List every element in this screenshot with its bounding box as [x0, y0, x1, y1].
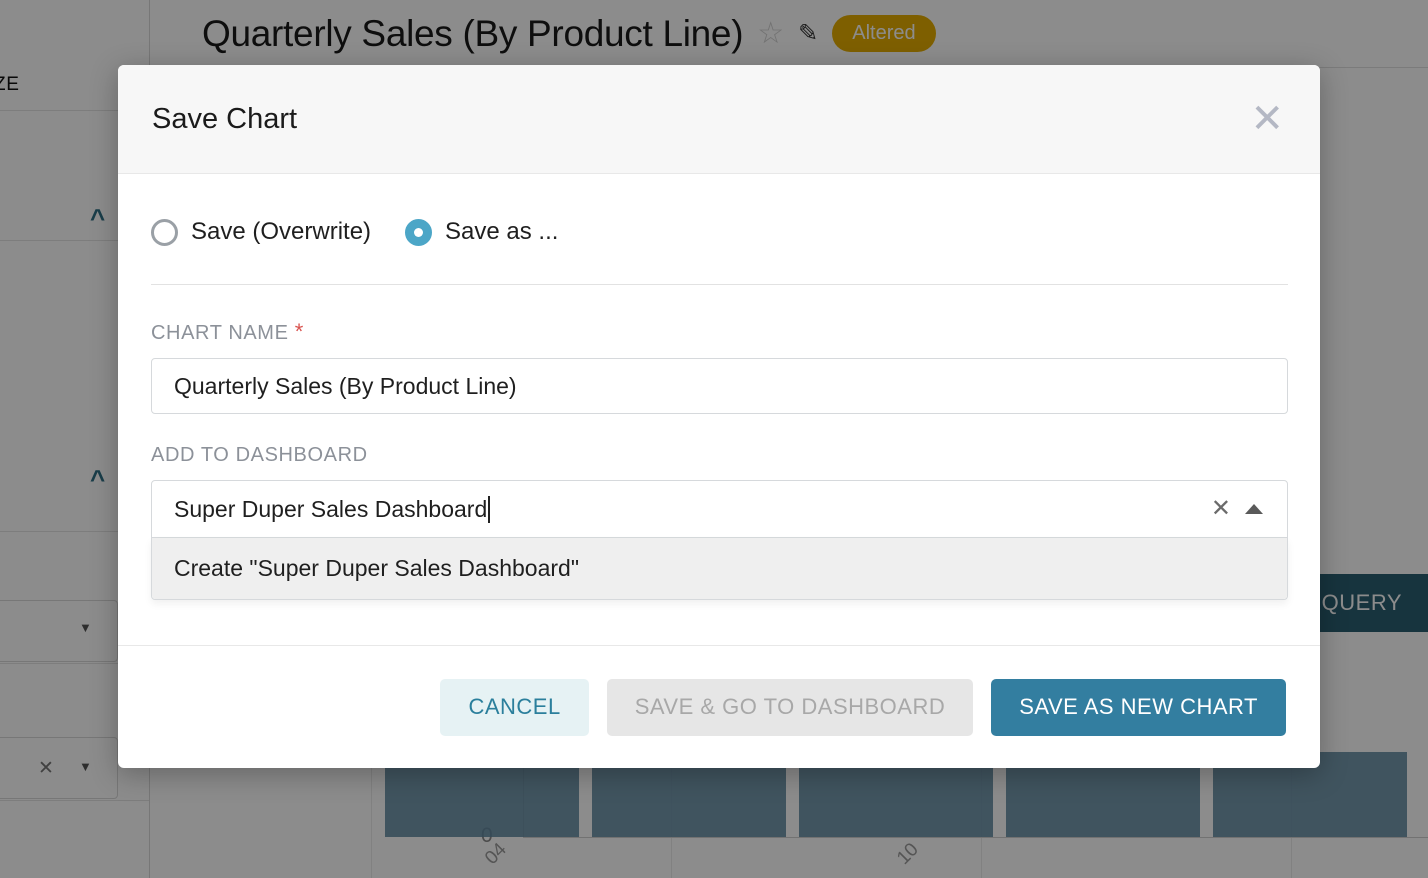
add-to-dashboard-label: ADD TO DASHBOARD — [151, 444, 368, 466]
dashboard-select: Super Duper Sales Dashboard ✕ Create "Su… — [151, 480, 1288, 600]
chevron-up-icon[interactable] — [1245, 504, 1263, 514]
dashboard-field-group: ADD TO DASHBOARD Super Duper Sales Dashb… — [151, 444, 1288, 600]
clear-x-icon[interactable]: ✕ — [38, 758, 54, 779]
save-as-new-chart-button[interactable]: SAVE AS NEW CHART — [991, 678, 1286, 736]
dashboard-select-text: Super Duper Sales Dashboard — [174, 495, 488, 522]
panel-select-box[interactable] — [0, 600, 118, 662]
status-badge: Altered — [832, 15, 936, 52]
modal-header: Save Chart ✕ — [118, 65, 1320, 174]
radio-unchecked-icon — [151, 218, 178, 246]
page-title: Quarterly Sales (By Product Line) — [202, 12, 744, 54]
section-divider — [151, 284, 1288, 285]
radio-label-overwrite: Save (Overwrite) — [191, 218, 372, 245]
modal-title: Save Chart — [152, 102, 298, 135]
clear-x-icon[interactable]: ✕ — [1210, 495, 1231, 522]
modal-footer: CANCEL SAVE & GO TO DASHBOARD SAVE AS NE… — [118, 645, 1320, 768]
required-asterisk: * — [294, 319, 304, 344]
chart-x-axis — [523, 837, 1428, 838]
chevron-down-icon[interactable]: ▼ — [79, 759, 92, 774]
radio-checked-icon — [405, 218, 433, 246]
star-icon[interactable]: ☆ — [757, 16, 785, 50]
chart-header: Quarterly Sales (By Product Line) ☆ ✎ Al… — [150, 0, 1428, 68]
radio-label-save-as: Save as ... — [445, 218, 559, 245]
chart-name-label: CHART NAME * — [151, 319, 1288, 345]
dashboard-select-menu: Create "Super Duper Sales Dashboard" — [151, 538, 1288, 600]
chart-name-label-text: CHART NAME — [151, 322, 289, 344]
panel-select-box[interactable] — [0, 737, 118, 799]
dashboard-select-value: Super Duper Sales Dashboard — [174, 495, 1197, 523]
save-chart-modal: Save Chart ✕ Save (Overwrite) Save as ..… — [118, 65, 1320, 768]
radio-save-overwrite[interactable]: Save (Overwrite) — [151, 218, 371, 246]
chart-name-input[interactable] — [151, 358, 1288, 414]
dashboard-option-create[interactable]: Create "Super Duper Sales Dashboard" — [152, 538, 1287, 599]
panel-section-label: ZE — [0, 74, 20, 95]
save-mode-radio-group: Save (Overwrite) Save as ... — [151, 218, 1288, 246]
collapse-chevron-icon[interactable]: ^ — [90, 203, 106, 233]
modal-body: Save (Overwrite) Save as ... CHART NAME … — [118, 174, 1320, 645]
cancel-button[interactable]: CANCEL — [440, 678, 589, 736]
dashboard-select-control[interactable]: Super Duper Sales Dashboard ✕ — [151, 480, 1288, 538]
chart-name-field-group: CHART NAME * — [151, 319, 1288, 414]
edit-pencil-icon[interactable]: ✎ — [798, 19, 819, 47]
radio-save-as[interactable]: Save as ... — [405, 218, 558, 246]
collapse-chevron-icon[interactable]: ^ — [90, 464, 106, 494]
chevron-down-icon[interactable]: ▼ — [79, 620, 92, 635]
text-cursor — [488, 495, 490, 523]
save-and-go-to-dashboard-button: SAVE & GO TO DASHBOARD — [606, 678, 974, 736]
close-icon[interactable]: ✕ — [1250, 97, 1284, 141]
